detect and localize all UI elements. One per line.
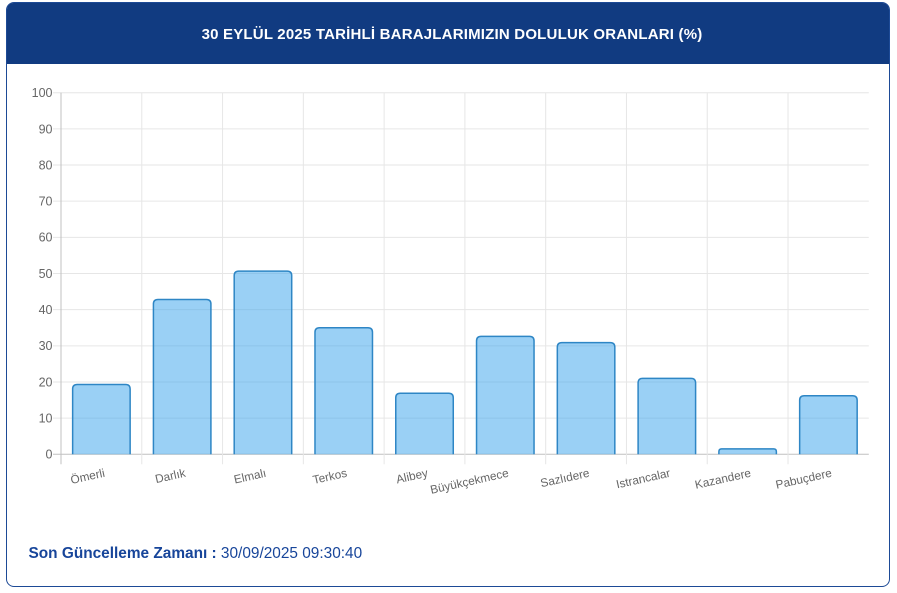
svg-text:Son Güncelleme Zamanı : 30/09/: Son Güncelleme Zamanı : 30/09/2025 09:30… — [29, 545, 363, 562]
svg-text:Sazlıdere: Sazlıdere — [539, 466, 591, 491]
svg-text:Alibey: Alibey — [395, 466, 429, 487]
svg-text:0: 0 — [46, 448, 53, 462]
svg-text:100: 100 — [32, 86, 53, 100]
svg-text:50: 50 — [39, 267, 53, 281]
svg-text:40: 40 — [39, 303, 53, 317]
svg-text:Kazandere: Kazandere — [694, 466, 753, 492]
svg-text:60: 60 — [39, 231, 53, 245]
svg-text:Istrancalar: Istrancalar — [615, 466, 672, 492]
svg-text:70: 70 — [39, 195, 53, 209]
svg-text:Pabuçdere: Pabuçdere — [774, 466, 833, 492]
svg-text:20: 20 — [39, 375, 53, 389]
svg-text:Büyükçekmece: Büyükçekmece — [429, 466, 511, 497]
svg-text:Ömerli: Ömerli — [69, 466, 106, 487]
svg-text:Terkos: Terkos — [311, 466, 348, 487]
svg-text:Darlık: Darlık — [154, 466, 187, 486]
svg-text:80: 80 — [39, 158, 53, 172]
svg-text:10: 10 — [39, 412, 53, 426]
svg-text:30: 30 — [39, 339, 53, 353]
svg-text:Elmalı: Elmalı — [233, 466, 268, 487]
svg-text:90: 90 — [39, 122, 53, 136]
